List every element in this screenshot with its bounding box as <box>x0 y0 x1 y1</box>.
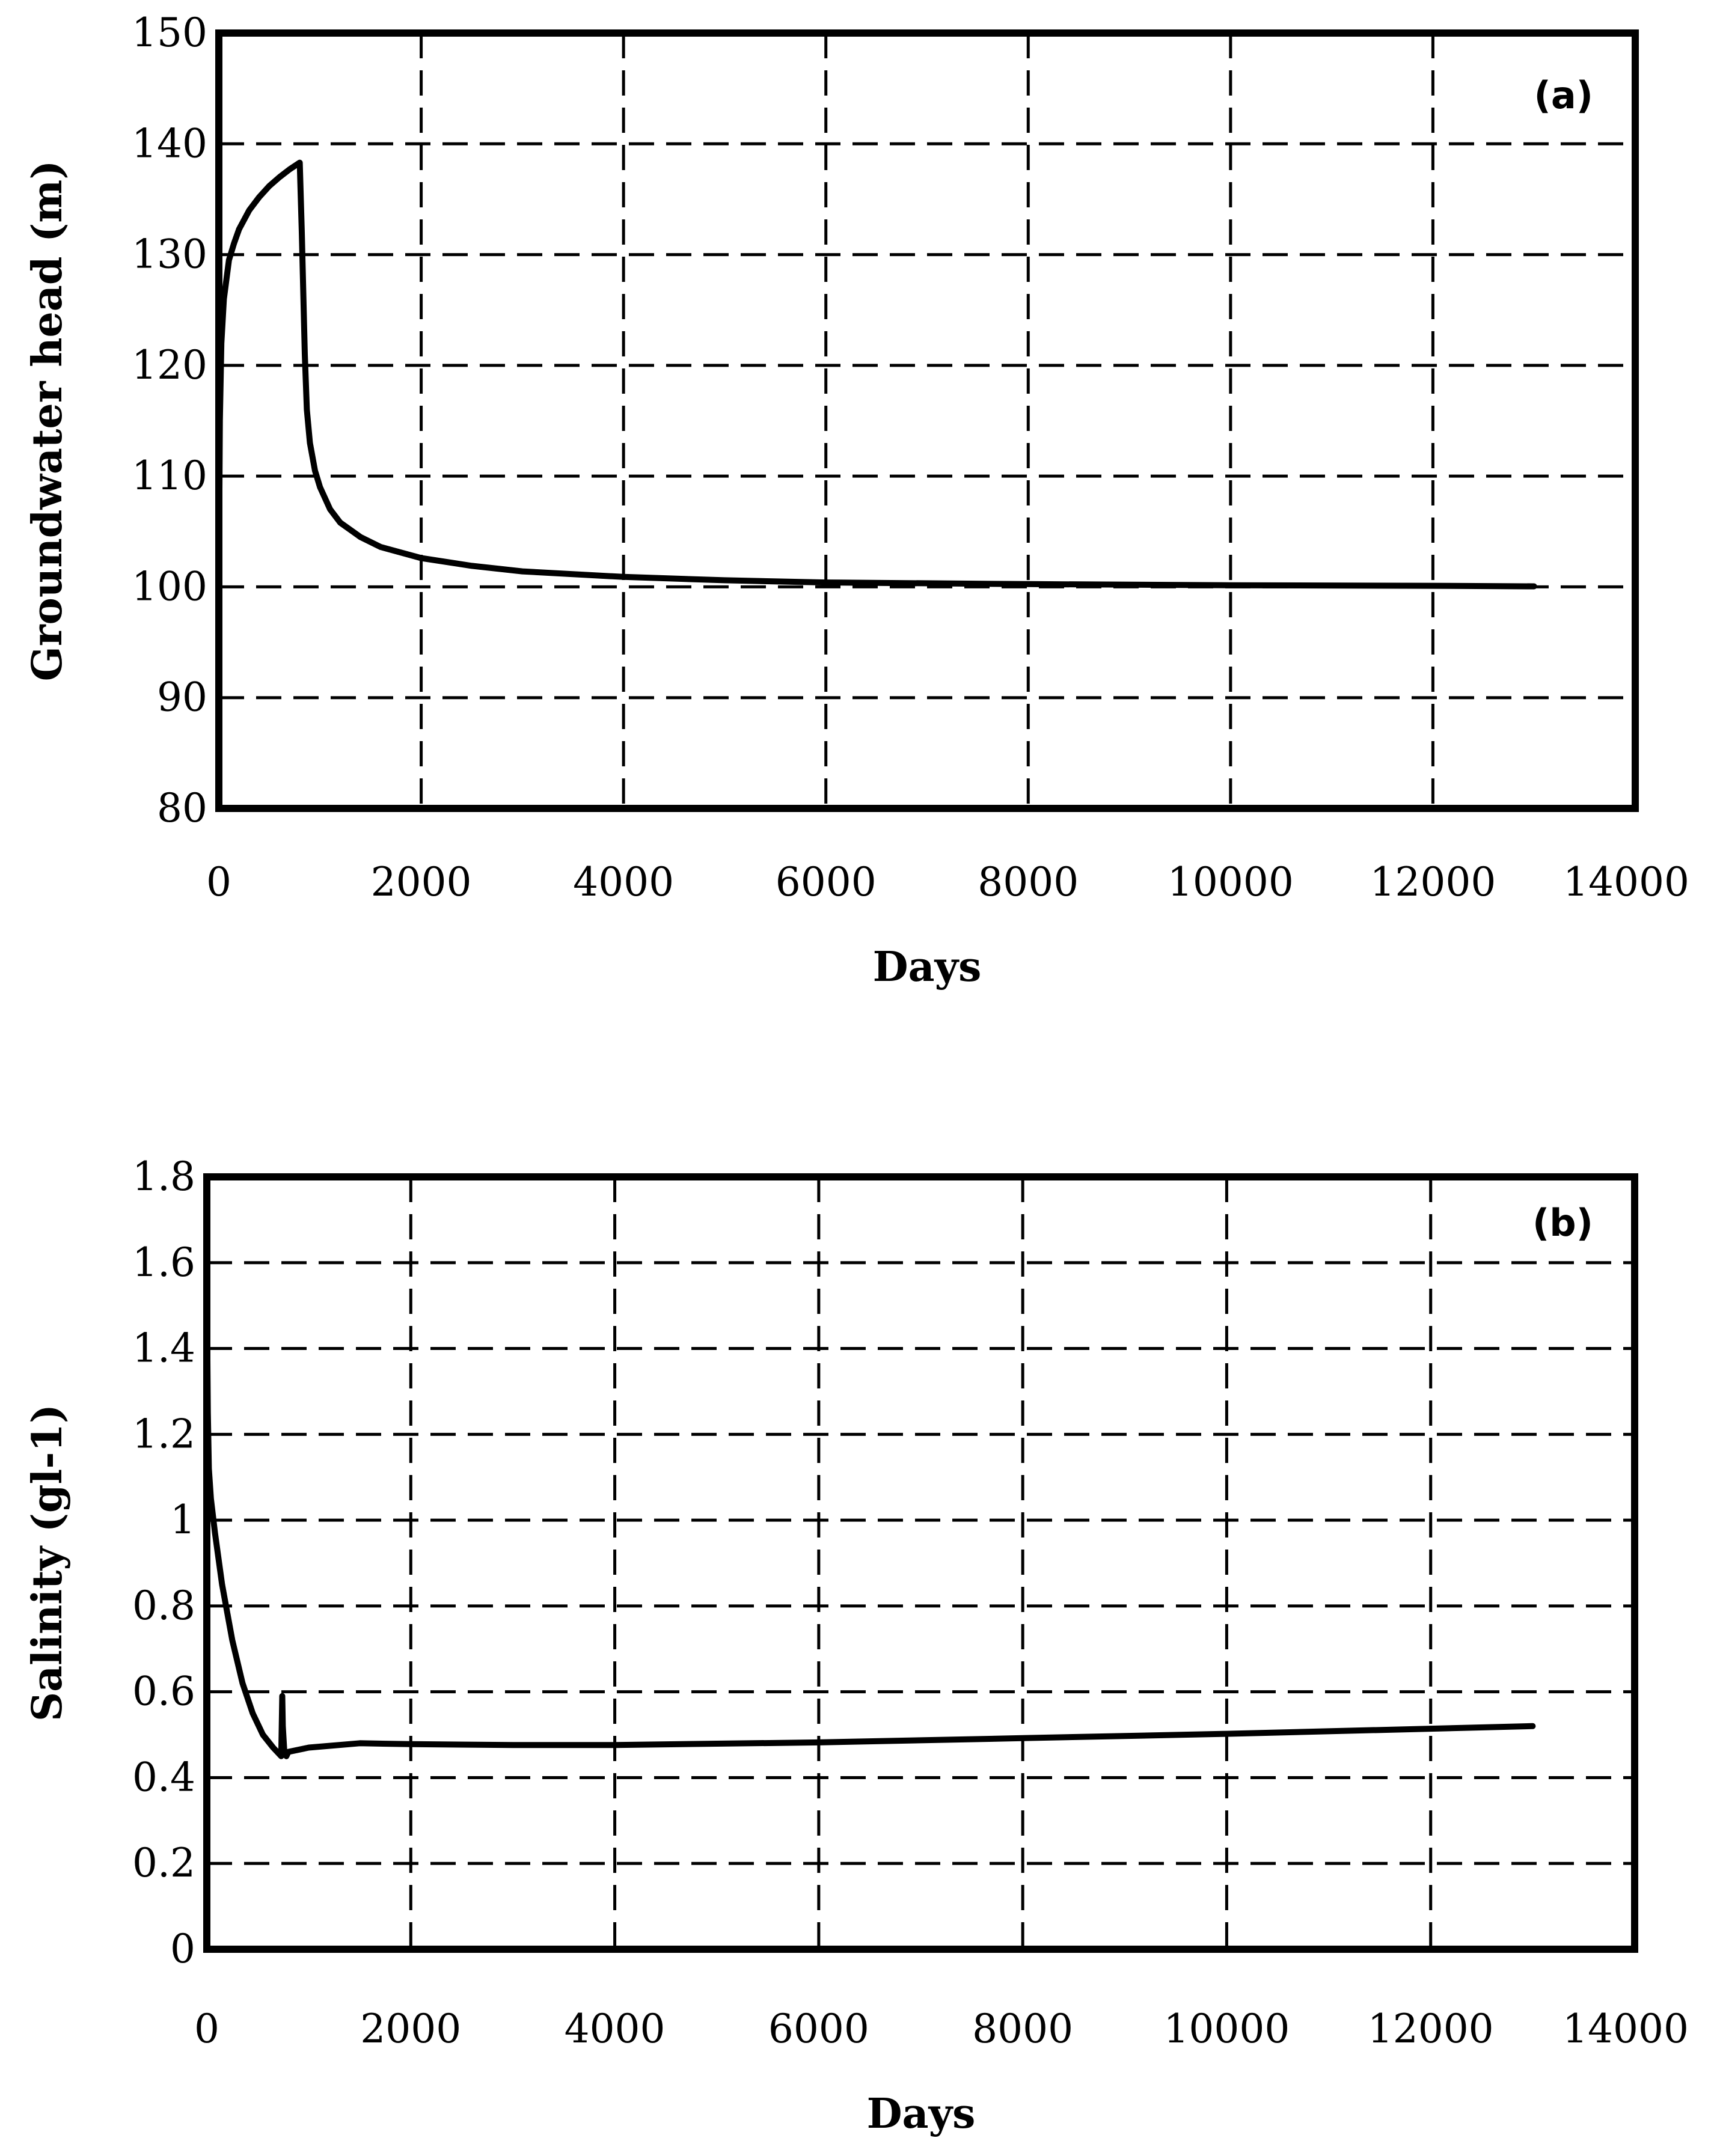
y-tick-label-a-3: 110 <box>132 453 207 499</box>
x-tick-label-b-6: 12000 <box>1368 2006 1494 2052</box>
x-axis-title-b: Days <box>867 2090 976 2138</box>
gridlines-b <box>207 1177 1635 1949</box>
y-tick-label-b-0: 0 <box>170 1926 195 1972</box>
x-tick-label-a-5: 10000 <box>1168 859 1294 905</box>
series-b <box>204 1281 1536 1759</box>
series-a <box>216 159 1537 590</box>
x-ticks-b: 0 2000 4000 6000 8000 10000 12000 14000 <box>194 2006 1689 2052</box>
y-tick-label-a-6: 140 <box>132 120 207 166</box>
chart-panel-a: 80 90 100 110 120 130 140 150 0 2000 4000 6000 8000… <box>23 10 1689 991</box>
x-tick-label-b-3: 6000 <box>768 2006 869 2052</box>
y-tick-label-a-1: 90 <box>157 674 207 721</box>
x-tick-label-a-4: 8000 <box>978 859 1079 905</box>
y-tick-label-b-9: 1.8 <box>132 1153 195 1200</box>
x-tick-label-b-5: 10000 <box>1163 2006 1290 2052</box>
x-axis-title-a: Days <box>873 943 982 991</box>
y-tick-label-a-7: 150 <box>132 10 207 56</box>
x-tick-label-a-1: 2000 <box>371 859 472 905</box>
y-tick-label-a-5: 130 <box>132 231 207 278</box>
y-axis-title-a: Groundwater head (m) <box>23 160 72 682</box>
y-tick-label-b-5: 1 <box>170 1497 195 1543</box>
series-line-b-0 <box>204 1281 1536 1759</box>
y-axis-title-b: Salinity (gl-1) <box>23 1404 72 1721</box>
y-ticks-b: 0 0.2 0.4 0.6 0.8 1 1.2 1.4 1.6 1.8 <box>132 1153 195 1972</box>
panel-label-a: (a) <box>1534 73 1593 117</box>
y-tick-label-b-8: 1.6 <box>132 1239 195 1286</box>
chart-panel-b: 0 0.2 0.4 0.6 0.8 1 1.2 1.4 1.6 1.8 0 2000 4000 6000… <box>23 1153 1689 2138</box>
x-tick-label-a-6: 12000 <box>1370 859 1496 905</box>
panel-label-b: (b) <box>1532 1201 1593 1245</box>
x-tick-label-b-7: 14000 <box>1563 2006 1689 2052</box>
plot-frame-b <box>203 1173 1638 1953</box>
x-tick-label-b-0: 0 <box>194 2006 219 2052</box>
x-tick-label-b-4: 8000 <box>972 2006 1073 2052</box>
gridlines-a <box>219 33 1635 808</box>
x-tick-label-a-7: 14000 <box>1563 859 1689 905</box>
y-tick-label-b-6: 1.2 <box>132 1411 195 1457</box>
y-tick-label-b-3: 0.6 <box>132 1669 195 1715</box>
series-line-a-0 <box>216 159 1537 590</box>
y-tick-label-b-7: 1.4 <box>132 1325 195 1372</box>
y-ticks-a: 80 90 100 110 120 130 140 150 <box>132 10 207 831</box>
y-tick-label-a-0: 80 <box>157 785 207 831</box>
x-tick-label-a-2: 4000 <box>573 859 674 905</box>
y-tick-label-b-2: 0.4 <box>132 1754 195 1800</box>
x-tick-label-b-1: 2000 <box>360 2006 461 2052</box>
y-tick-label-a-2: 100 <box>132 563 207 609</box>
x-tick-label-a-3: 6000 <box>776 859 877 905</box>
x-ticks-a: 0 2000 4000 6000 8000 10000 12000 14000 <box>206 859 1689 905</box>
x-tick-label-b-2: 4000 <box>565 2006 666 2052</box>
x-tick-label-a-0: 0 <box>206 859 231 905</box>
y-tick-label-b-1: 0.2 <box>132 1840 195 1886</box>
y-tick-label-a-4: 120 <box>132 342 207 388</box>
y-tick-label-b-4: 0.8 <box>132 1583 195 1629</box>
